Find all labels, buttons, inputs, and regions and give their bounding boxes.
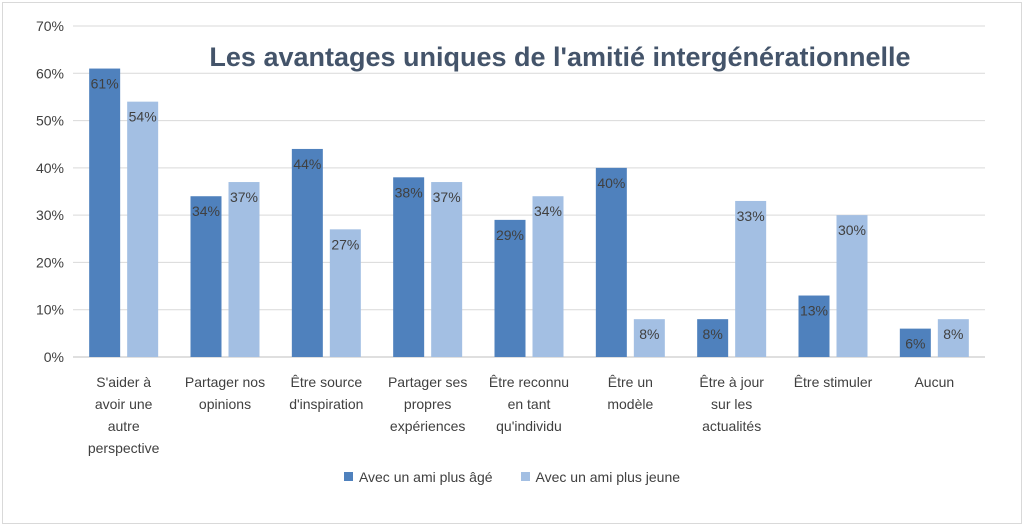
data-label: 30% — [838, 222, 866, 238]
category-label: Partager nos opinions — [185, 374, 265, 412]
data-label: 34% — [534, 203, 562, 219]
category-label: Être un modèle — [607, 374, 653, 412]
category-label-line: Aucun — [914, 374, 954, 390]
category-label-line: d'inspiration — [289, 396, 363, 412]
category-label: Être à jour sur les actualités — [699, 374, 764, 434]
y-tick-label: 70% — [36, 18, 64, 34]
category-label: Partager ses propres expériences — [388, 374, 467, 434]
bar — [836, 215, 868, 357]
bar — [937, 319, 969, 357]
data-label: 29% — [496, 227, 524, 243]
bar — [228, 182, 260, 357]
category-label-line: S'aider à — [96, 374, 151, 390]
category-label-line: qu'individu — [496, 418, 562, 434]
y-tick-label: 40% — [36, 160, 64, 176]
category-label-line: Être reconnu — [489, 374, 569, 390]
data-label: 8% — [703, 326, 723, 342]
category-label-line: propres — [404, 396, 451, 412]
data-label: 6% — [905, 336, 925, 352]
category-label-line: Être source — [291, 374, 363, 390]
y-tick-label: 30% — [36, 207, 64, 223]
category-label-line: Partager nos — [185, 374, 265, 390]
category-label-line: Être à jour — [699, 374, 764, 390]
bar — [393, 177, 425, 357]
category-label-line: actualités — [702, 418, 761, 434]
data-label: 61% — [91, 76, 119, 92]
bar — [494, 219, 526, 357]
bar — [329, 229, 361, 357]
category-label-line: sur les — [711, 396, 752, 412]
legend-swatch — [520, 472, 530, 481]
legend-label: Avec un ami plus jeune — [535, 468, 681, 485]
bar — [899, 328, 931, 357]
category-label-line: autre — [108, 418, 140, 434]
y-tick-label: 20% — [36, 254, 64, 270]
chart-legend: Avec un ami plus âgé Avec un ami plus jeu… — [0, 468, 1024, 485]
legend-label: Avec un ami plus âgé — [358, 468, 493, 485]
category-label-line: avoir une — [95, 396, 153, 412]
data-label: 44% — [293, 156, 321, 172]
bar — [291, 148, 323, 357]
bar — [633, 319, 665, 357]
data-label: 27% — [331, 236, 359, 252]
category-label-line: en tant — [508, 396, 551, 412]
legend-item: Avec un ami plus jeune — [520, 468, 681, 485]
category-label-line: opinions — [199, 396, 251, 412]
bar — [532, 196, 564, 357]
data-label: 40% — [597, 175, 625, 191]
bar — [127, 101, 159, 358]
y-tick-label: 50% — [36, 113, 64, 129]
data-label: 13% — [800, 303, 828, 319]
category-label: Être reconnu en tant qu'individu — [489, 374, 569, 434]
data-label: 33% — [737, 208, 765, 224]
bar — [89, 68, 121, 358]
bar — [798, 295, 830, 357]
data-label: 34% — [192, 203, 220, 219]
data-label: 37% — [230, 189, 258, 205]
category-label-line: expériences — [390, 418, 466, 434]
bar — [595, 167, 627, 357]
data-label: 54% — [129, 109, 157, 125]
data-label: 8% — [639, 326, 659, 342]
bar — [190, 196, 222, 357]
category-label: Aucun — [914, 374, 954, 390]
y-tick-label: 10% — [36, 302, 64, 318]
data-label: 8% — [943, 326, 963, 342]
category-label-line: perspective — [88, 440, 160, 456]
data-label: 38% — [395, 184, 423, 200]
legend-item: Avec un ami plus âgé — [343, 468, 493, 485]
y-tick-label: 0% — [44, 349, 64, 365]
category-label: Être stimuler — [794, 374, 873, 390]
category-label-line: Être un — [608, 374, 653, 390]
chart-title: Les avantages uniques de l'amitié interg… — [209, 42, 911, 72]
y-tick-label: 60% — [36, 65, 64, 81]
data-label: 37% — [433, 189, 461, 205]
category-label-line: modèle — [607, 396, 653, 412]
category-label: S'aider à avoir une autre perspective — [88, 374, 160, 456]
legend-swatch — [343, 472, 353, 481]
bar — [697, 319, 729, 357]
category-label-line: Partager ses — [388, 374, 467, 390]
category-label-line: Être stimuler — [794, 374, 873, 390]
category-label: Être source d'inspiration — [289, 374, 363, 412]
bar — [735, 200, 767, 357]
bar — [431, 182, 463, 357]
